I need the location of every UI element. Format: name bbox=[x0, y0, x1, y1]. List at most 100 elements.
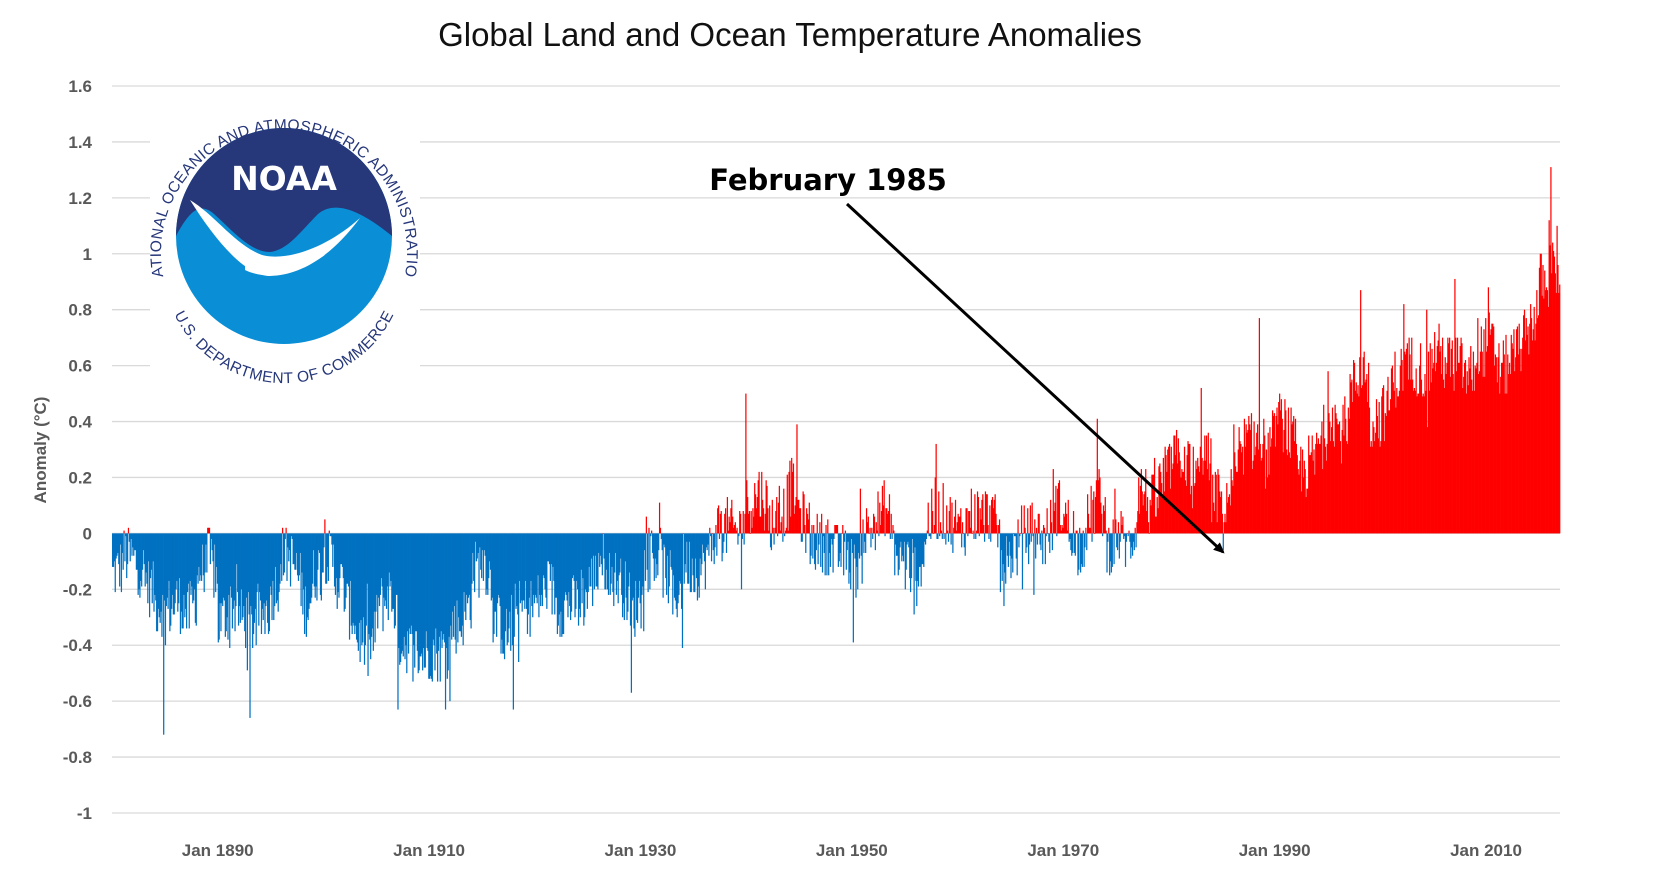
anomaly-bar bbox=[1239, 441, 1241, 534]
x-tick-label: Jan 1970 bbox=[1027, 841, 1099, 860]
anomaly-bar bbox=[517, 533, 519, 615]
anomaly-bar bbox=[200, 533, 203, 581]
anomaly-bar bbox=[1105, 530, 1107, 534]
anomaly-bar bbox=[1379, 446, 1381, 534]
anomaly-bar bbox=[1525, 318, 1527, 534]
anomaly-bar bbox=[1456, 337, 1459, 534]
anomaly-bar bbox=[252, 533, 255, 635]
anomaly-bar bbox=[277, 533, 279, 612]
anomaly-bar bbox=[412, 533, 414, 682]
anomaly-bar bbox=[1133, 533, 1135, 551]
anomaly-bar bbox=[532, 533, 534, 618]
anomaly-bar bbox=[1217, 469, 1219, 534]
anomaly-bar bbox=[1411, 337, 1413, 534]
anomaly-bar bbox=[636, 533, 639, 623]
anomaly-bar bbox=[439, 533, 441, 682]
anomaly-bar bbox=[553, 533, 555, 581]
anomaly-bar bbox=[902, 533, 905, 562]
anomaly-bar bbox=[725, 508, 727, 534]
anomaly-bar bbox=[128, 533, 130, 542]
anomaly-bar bbox=[419, 533, 421, 657]
anomaly-bar bbox=[402, 533, 404, 657]
anomaly-bar bbox=[1393, 390, 1395, 534]
anomaly-bar bbox=[542, 533, 544, 576]
anomaly-bar bbox=[551, 533, 553, 615]
anomaly-bar bbox=[1350, 382, 1352, 534]
anomaly-bar bbox=[450, 533, 452, 626]
anomaly-bar bbox=[1079, 527, 1081, 534]
anomaly-bar bbox=[1382, 385, 1385, 534]
anomaly-bar bbox=[1057, 483, 1060, 534]
anomaly-bar bbox=[1024, 527, 1026, 534]
anomaly-bar bbox=[1264, 488, 1267, 534]
anomaly-bar bbox=[271, 533, 273, 621]
anomaly-bar bbox=[1003, 533, 1005, 607]
anomaly-bar bbox=[561, 533, 563, 637]
anomaly-bar bbox=[466, 533, 469, 604]
anomaly-bar bbox=[867, 516, 869, 534]
anomaly-bar bbox=[1514, 371, 1516, 534]
anomaly-bar bbox=[1529, 323, 1531, 534]
anomaly-bar bbox=[185, 533, 187, 609]
anomaly-bar bbox=[1259, 443, 1261, 534]
anomaly-bar bbox=[349, 533, 352, 581]
anomaly-bar bbox=[138, 533, 140, 590]
anomaly-bar bbox=[1356, 393, 1358, 534]
anomaly-bar bbox=[213, 533, 215, 598]
anomaly-bar bbox=[877, 491, 879, 534]
anomaly-bar bbox=[324, 519, 326, 534]
anomaly-bar bbox=[1279, 393, 1281, 534]
anomaly-bar bbox=[705, 533, 707, 548]
anomaly-bar bbox=[1054, 502, 1056, 534]
anomaly-bar bbox=[1144, 491, 1146, 534]
anomaly-bar bbox=[587, 533, 589, 593]
anomaly-bar bbox=[965, 508, 967, 534]
anomaly-bar bbox=[371, 533, 374, 629]
anomaly-bar bbox=[1050, 522, 1053, 534]
anomaly-bar bbox=[960, 508, 962, 534]
anomaly-bar bbox=[189, 533, 191, 581]
anomaly-bar bbox=[1555, 292, 1557, 534]
anomaly-bar bbox=[510, 533, 513, 595]
anomaly-bar bbox=[301, 533, 303, 573]
anomaly-bar bbox=[1400, 348, 1402, 534]
anomaly-bar bbox=[1052, 469, 1054, 534]
anomaly-bar bbox=[757, 480, 759, 534]
anomaly-bar bbox=[621, 533, 623, 595]
anomaly-bar bbox=[1069, 533, 1071, 539]
anomaly-bar bbox=[1168, 443, 1171, 534]
anomaly-bar bbox=[1403, 304, 1405, 534]
anomaly-bar bbox=[279, 533, 281, 584]
anomaly-bar bbox=[1339, 441, 1342, 534]
anomaly-bar bbox=[1414, 390, 1416, 534]
anomaly-bar bbox=[348, 533, 351, 640]
anomaly-bar bbox=[1545, 287, 1548, 534]
anomaly-bar bbox=[679, 533, 681, 581]
anomaly-bar bbox=[812, 533, 814, 559]
anomaly-bar bbox=[370, 533, 372, 660]
anomaly-bar bbox=[116, 533, 118, 556]
anomaly-bar bbox=[986, 494, 988, 534]
anomaly-bar bbox=[1559, 284, 1561, 534]
anomaly-bar bbox=[1008, 533, 1010, 542]
anomaly-bar bbox=[1378, 401, 1380, 534]
anomaly-bar bbox=[895, 533, 898, 556]
anomaly-bar bbox=[1009, 533, 1011, 556]
anomaly-bar bbox=[1434, 332, 1436, 534]
anomaly-bar bbox=[916, 533, 918, 607]
anomaly-bar bbox=[177, 533, 179, 612]
anomaly-bar bbox=[1554, 273, 1556, 534]
anomaly-bar bbox=[596, 533, 598, 587]
anomaly-bar bbox=[355, 533, 357, 626]
anomaly-bar bbox=[766, 485, 768, 534]
anomaly-bar bbox=[730, 508, 732, 534]
anomaly-bar bbox=[1146, 511, 1148, 534]
anomaly-bar bbox=[1365, 379, 1367, 534]
anomaly-bar bbox=[1195, 460, 1197, 534]
anomaly-bar bbox=[1097, 480, 1099, 534]
anomaly-bar bbox=[1242, 446, 1244, 534]
anomaly-bar bbox=[1246, 432, 1248, 534]
anomaly-bar bbox=[994, 494, 996, 534]
anomaly-bar bbox=[969, 527, 972, 534]
anomaly-bar bbox=[824, 533, 826, 576]
